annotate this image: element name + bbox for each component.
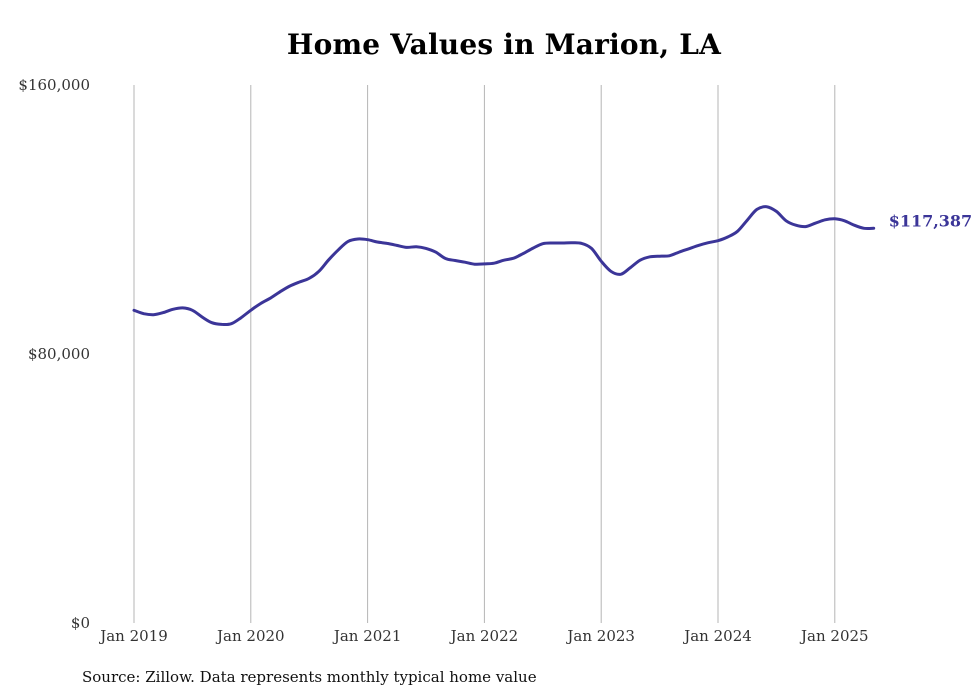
- y-tick-label: $80,000: [28, 345, 90, 363]
- x-tick-label: Jan 2019: [98, 627, 168, 645]
- y-tick-label: $0: [71, 614, 90, 632]
- x-axis: Jan 2019 Jan 2020 Jan 2021 Jan 2022 Jan 2023…: [98, 627, 868, 645]
- y-axis: $0 $80,000 $160,000: [18, 76, 90, 632]
- end-value-label: $117,387: [889, 211, 973, 230]
- x-tick-label: Jan 2021: [332, 627, 402, 645]
- chart-title: Home Values in Marion, LA: [286, 28, 722, 61]
- source-note: Source: Zillow. Data represents monthly …: [82, 668, 537, 686]
- x-tick-label: Jan 2025: [799, 627, 869, 645]
- x-tick-label: Jan 2023: [565, 627, 635, 645]
- x-tick-label: Jan 2024: [682, 627, 752, 645]
- gridlines: [133, 85, 836, 623]
- x-tick-label: Jan 2022: [449, 627, 519, 645]
- y-tick-label: $160,000: [18, 76, 90, 94]
- series: [132, 205, 876, 327]
- x-tick-label: Jan 2020: [215, 627, 285, 645]
- series-line-0: [132, 205, 876, 327]
